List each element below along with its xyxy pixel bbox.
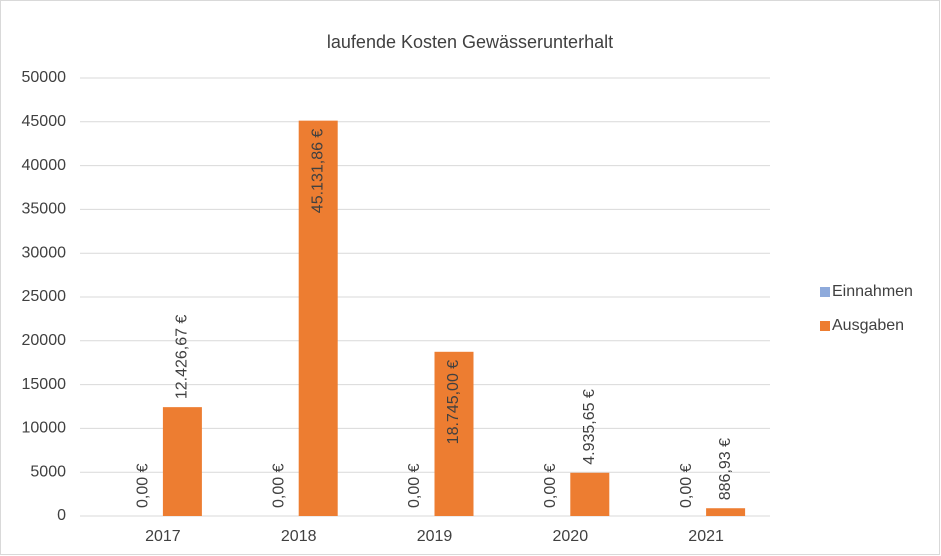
data-label: 12.426,67 € [174,315,191,400]
data-label: 45.131,86 € [309,129,326,214]
y-tick-label: 5000 [30,463,66,480]
data-label: 0,00 € [135,463,152,508]
y-tick-label: 20000 [22,332,67,349]
legend-swatch [820,321,830,331]
data-label: 18.745,00 € [445,360,462,445]
y-tick-label: 35000 [22,201,67,218]
x-tick-label: 2020 [553,528,589,545]
y-tick-label: 15000 [22,376,67,393]
data-label: 0,00 € [678,463,695,508]
y-tick-label: 50000 [22,69,67,86]
y-tick-label: 45000 [22,113,67,130]
bar [570,472,610,516]
data-label: 0,00 € [542,463,559,508]
chart-title: laufende Kosten Gewässerunterhalt [327,32,613,52]
x-tick-label: 2017 [145,528,181,545]
x-tick-label: 2019 [417,528,453,545]
data-label: 0,00 € [270,463,287,508]
y-tick-label: 40000 [22,157,67,174]
y-tick-label: 30000 [22,244,67,261]
bar [434,351,474,516]
bar [298,120,338,517]
data-label: 0,00 € [406,463,423,508]
data-label: 886,93 € [717,438,734,500]
y-tick-label: 10000 [22,420,67,437]
legend-label: Einnahmen [832,283,913,300]
legend-swatch [820,287,830,297]
x-tick-label: 2021 [688,528,724,545]
x-tick-label: 2018 [281,528,317,545]
bar [162,407,202,516]
y-tick-label: 0 [57,507,66,524]
y-tick-label: 25000 [22,288,67,305]
bar [706,508,746,516]
data-label: 4.935,65 € [581,389,598,465]
legend-label: Ausgaben [832,317,904,334]
